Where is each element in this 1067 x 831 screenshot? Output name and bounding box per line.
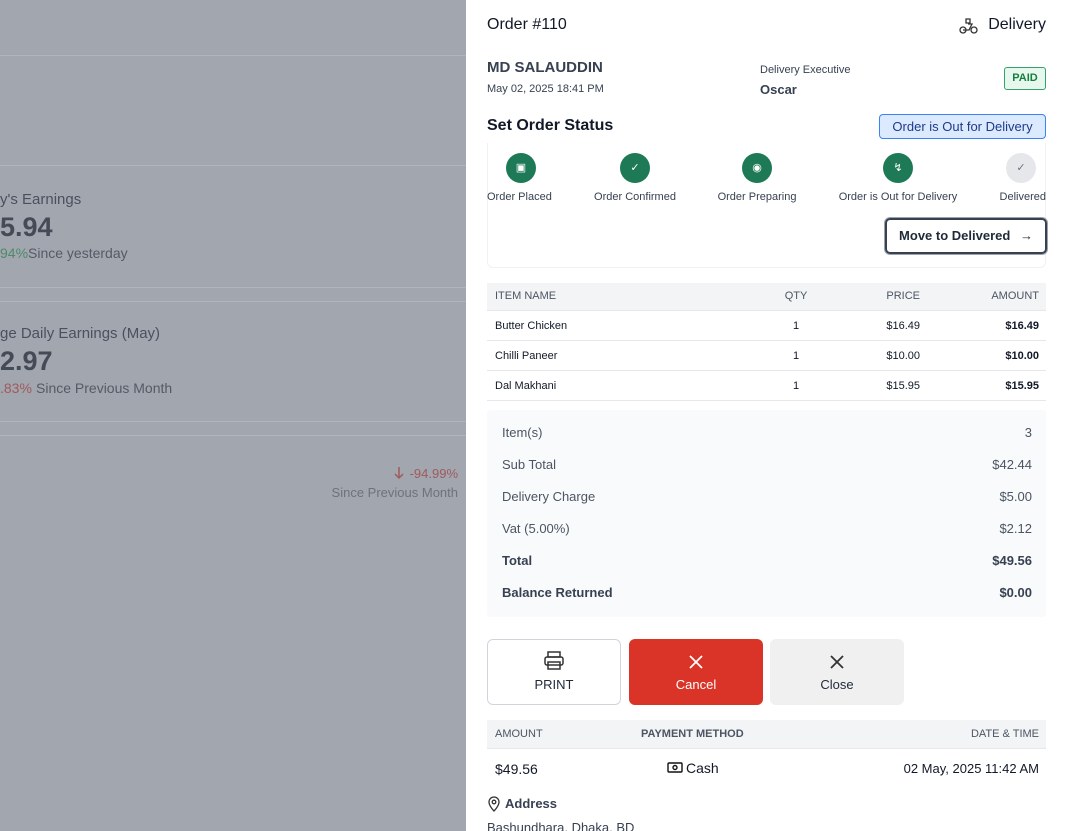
current-status-badge: Order is Out for Delivery <box>879 114 1046 139</box>
summary-value: $49.56 <box>992 553 1032 568</box>
card-change: .83% <box>0 380 32 396</box>
summary-label: Sub Total <box>502 457 556 472</box>
payment-method: Cash <box>686 760 719 776</box>
down-arrow-icon <box>394 467 404 480</box>
step-circle: ✓ <box>620 153 650 183</box>
items-header-row <box>487 283 1046 311</box>
card-value: 2.97 <box>0 346 53 376</box>
step-label: Order Preparing <box>717 191 797 203</box>
table-cell: 1 <box>792 320 800 332</box>
close-button[interactable] <box>770 639 904 705</box>
table-cell: 1 <box>792 380 800 392</box>
table-cell: $15.95 <box>1005 380 1039 392</box>
divider <box>0 287 466 288</box>
summary-label: Balance Returned <box>502 585 613 600</box>
table-cell: Dal Makhani <box>495 380 557 392</box>
order-title: Order #110 <box>487 16 567 33</box>
delivery-icon <box>959 18 978 34</box>
arrow-icon: → <box>1019 228 1033 243</box>
column-header: QTY <box>784 290 808 302</box>
order-type: Delivery <box>988 16 1046 33</box>
summary-box <box>487 410 1046 617</box>
step-label: Order Placed <box>487 191 552 203</box>
column-header: PRICE <box>886 290 920 302</box>
cash-icon <box>667 762 683 773</box>
order-panel: Order #110 Delivery MD SALAUDDIN May 02,… <box>466 0 1067 831</box>
address-label: Address <box>505 796 558 811</box>
column-header: DATE & TIME <box>970 728 1039 740</box>
summary-value: $2.12 <box>999 521 1032 536</box>
executive-name: Oscar <box>760 82 797 97</box>
table-cell: $10.00 <box>886 350 920 362</box>
print-icon <box>544 651 564 670</box>
summary-value: $0.00 <box>999 585 1032 600</box>
card-note: Since yesterday <box>28 245 128 261</box>
step-label: Order Confirmed <box>594 191 676 203</box>
stat-note: Since Previous Month <box>331 485 458 500</box>
executive-label: Delivery Executive <box>760 64 851 76</box>
table-cell: Butter Chicken <box>495 320 568 332</box>
order-date: May 02, 2025 18:41 PM <box>487 83 604 95</box>
card-title: ge Daily Earnings (May) <box>0 325 161 342</box>
row-divider <box>487 400 1046 401</box>
button-label: Cancel <box>675 677 717 692</box>
card-change: 94% <box>0 245 29 261</box>
divider <box>0 301 466 302</box>
cancel-button[interactable] <box>629 639 763 705</box>
row-divider <box>487 340 1046 341</box>
summary-label: Item(s) <box>502 425 543 440</box>
step-circle: ▣ <box>506 153 536 183</box>
table-cell: 1 <box>792 350 800 362</box>
summary-label: Total <box>502 553 533 568</box>
summary-label: Delivery Charge <box>502 489 596 504</box>
table-cell: $16.49 <box>886 320 920 332</box>
stat-change: -94.99% <box>409 466 458 481</box>
divider <box>0 435 466 436</box>
button-label: Close <box>820 677 854 692</box>
divider <box>0 55 466 56</box>
step-circle: ✓ <box>1006 153 1036 183</box>
summary-value: 3 <box>1024 425 1032 440</box>
column-header: ITEM NAME <box>495 290 557 302</box>
summary-value: $42.44 <box>992 457 1032 472</box>
table-cell: $16.49 <box>1005 320 1039 332</box>
table-cell: $15.95 <box>886 380 920 392</box>
table-cell: $10.00 <box>1005 350 1039 362</box>
button-label: PRINT <box>534 677 574 692</box>
paid-badge: PAID <box>1004 67 1046 90</box>
payment-date: 02 May, 2025 11:42 AM <box>903 761 1039 776</box>
print-button[interactable] <box>487 639 621 705</box>
summary-value: $5.00 <box>999 489 1032 504</box>
payments-header-row <box>487 720 1046 749</box>
column-header: AMOUNT <box>495 728 543 740</box>
column-header: AMOUNT <box>991 290 1039 302</box>
card-value: 5.94 <box>0 212 53 242</box>
status-card <box>487 143 1046 268</box>
card-note: Since Previous Month <box>36 380 173 396</box>
step-circle: ◉ <box>742 153 772 183</box>
row-divider <box>487 370 1046 371</box>
payment-amount: $49.56 <box>495 761 538 777</box>
column-header: PAYMENT METHOD <box>641 728 744 740</box>
step-label: Order is Out for Delivery <box>838 191 958 203</box>
step-label: Delivered <box>999 191 1046 203</box>
divider <box>0 421 466 422</box>
address-value: Bashundhara, Dhaka, BD <box>487 820 635 831</box>
summary-label: Vat (5.00%) <box>502 521 570 536</box>
step-circle: ↯ <box>883 153 913 183</box>
customer-name: MD SALAUDDIN <box>487 59 603 76</box>
card-title: y's Earnings <box>0 191 82 208</box>
x-icon <box>689 655 703 669</box>
button-label: Move to Delivered <box>899 228 1011 243</box>
move-status-button[interactable]: Move to Delivered → <box>885 218 1047 254</box>
status-heading: Set Order Status <box>487 117 614 134</box>
table-cell: Chilli Paneer <box>495 350 558 362</box>
pin-icon <box>488 796 500 812</box>
x-icon <box>830 655 844 669</box>
divider <box>0 165 466 166</box>
